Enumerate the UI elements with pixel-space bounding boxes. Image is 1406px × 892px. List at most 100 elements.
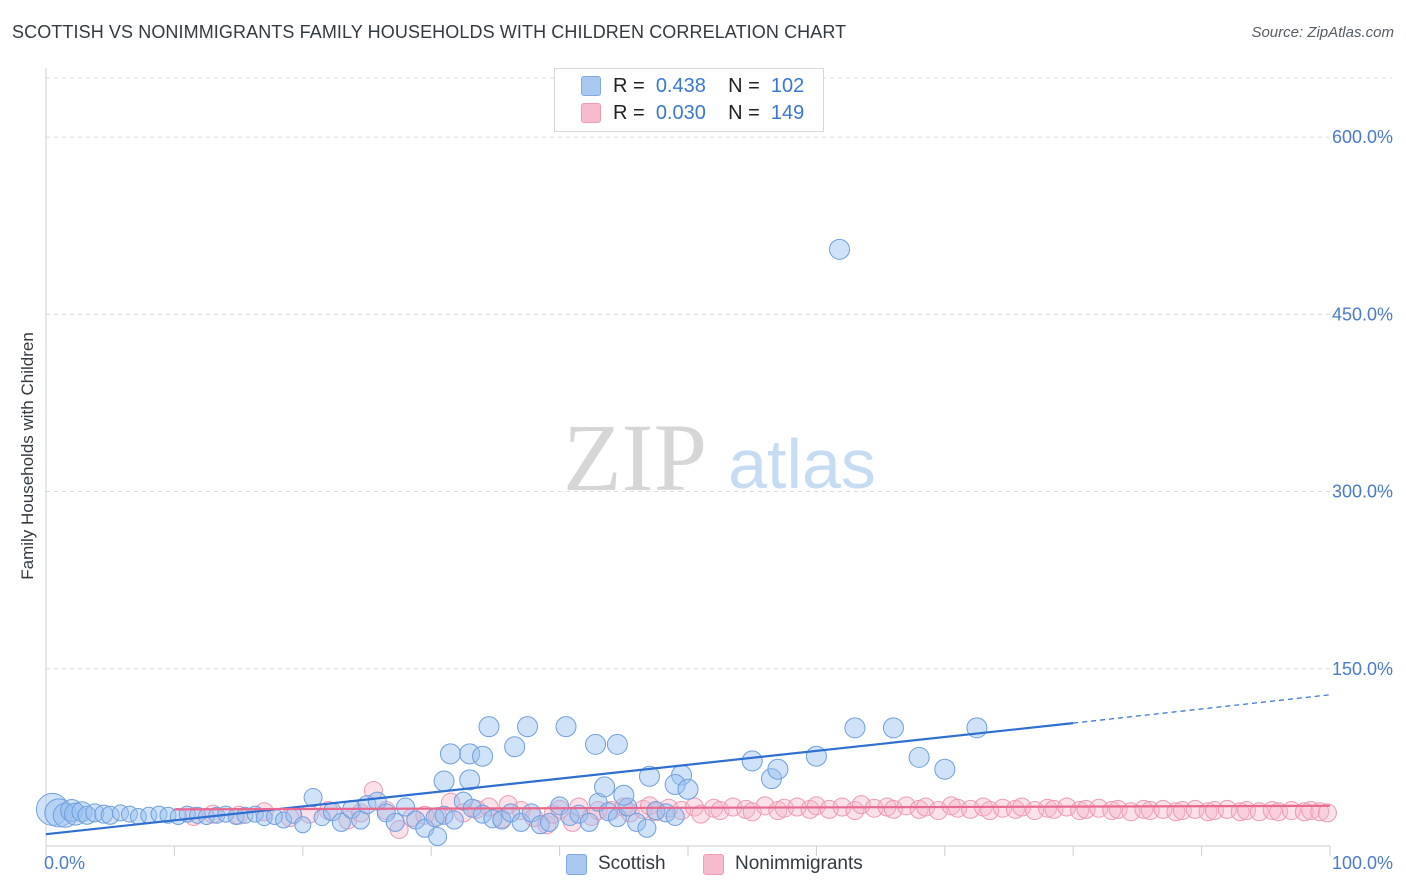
stats-row-nonimmigrants: R = 0.030 N = 149 [555, 100, 823, 127]
n-value: 149 [770, 102, 805, 124]
scottish-point [472, 745, 494, 767]
scottish-trend-line [45, 722, 1074, 836]
nonimmigrants-point [896, 796, 916, 816]
scottish-point [606, 733, 628, 755]
stats-text: R = 0.438 N = 102 [613, 75, 804, 98]
scottish-point [829, 238, 851, 260]
scottish-points [35, 238, 988, 847]
chart-title: SCOTTISH VS NONIMMIGRANTS FAMILY HOUSEHO… [12, 22, 847, 42]
nonimmigrants-point [537, 815, 557, 835]
nonimmigrants-point [1134, 799, 1154, 819]
nonimmigrants-point [755, 796, 775, 816]
scottish-point [555, 716, 577, 738]
scottish-point [908, 746, 930, 768]
nonimmigrants-swatch [581, 103, 601, 123]
scottish-point [585, 733, 607, 755]
r-value: 0.030 [655, 102, 706, 124]
r-label: R = [613, 75, 645, 97]
scottish-point [439, 743, 461, 765]
scottish-swatch [581, 76, 601, 96]
nonimmigrants-point [1317, 803, 1337, 823]
y-tick-label: 300.0% [1332, 482, 1393, 502]
scottish-point [741, 750, 763, 772]
scottish-point [637, 818, 657, 838]
nonimmigrants-point [691, 804, 711, 824]
scottish-point [100, 805, 120, 825]
nonimmigrants-point [1230, 802, 1250, 822]
scottish-point [613, 784, 635, 806]
nonimmigrants-trend-line [174, 804, 1331, 811]
scottish-point [473, 804, 493, 824]
x-tick-label: 0.0% [44, 853, 85, 873]
scottish-point [433, 770, 455, 792]
scottish-point [517, 716, 538, 738]
scottish-trend-extension [1073, 694, 1331, 724]
scottish-point [77, 805, 97, 825]
nonimmigrants-point [1038, 798, 1058, 818]
stats-row-scottish: R = 0.438 N = 102 [555, 73, 823, 100]
axis-tick-labels: 150.0% 300.0% 450.0% 600.0% 0.0% 100.0% [44, 127, 1393, 873]
scottish-point [294, 816, 312, 834]
watermark-atlas: atlas [728, 425, 876, 503]
n-value: 102 [770, 75, 805, 97]
nonimmigrants-swatch [703, 854, 724, 875]
scottish-point [275, 811, 293, 829]
y-tick-label: 150.0% [1332, 659, 1393, 679]
nonimmigrants-point [1310, 802, 1330, 822]
scottish-point [478, 716, 500, 738]
scottish-point [444, 810, 464, 830]
n-label: N = [728, 75, 760, 97]
scottish-point [569, 804, 589, 824]
stats-box: R = 0.438 N = 102 R = 0.030 N = 149 [554, 68, 824, 132]
nonimmigrants-point [710, 801, 730, 821]
scottish-point [588, 792, 608, 812]
nonimmigrants-point [479, 797, 499, 817]
scottish-point [882, 717, 904, 739]
n-label: N = [728, 102, 760, 124]
nonimmigrants-point [883, 799, 903, 819]
scottish-point [111, 804, 129, 822]
scottish-point [664, 774, 686, 796]
nonimmigrants-point [800, 799, 820, 819]
legend-label: Scottish [598, 853, 666, 874]
scottish-point [396, 797, 416, 817]
scottish-point [844, 717, 866, 739]
scottish-point [459, 769, 481, 791]
nonimmigrants-point [806, 796, 826, 816]
source-credit: Source: ZipAtlas.com [1251, 24, 1394, 41]
scottish-point [934, 758, 956, 780]
scottish-point [579, 812, 599, 832]
scottish-point [428, 827, 448, 847]
scottish-point [511, 812, 531, 832]
scottish-point [638, 765, 660, 787]
chart-legend: Scottish Nonimmigrants [0, 852, 1406, 880]
scottish-point [767, 758, 789, 780]
stats-text: R = 0.030 N = 149 [613, 102, 804, 125]
scottish-swatch [566, 854, 587, 875]
nonimmigrants-point [851, 795, 871, 815]
scottish-point [504, 736, 526, 758]
scottish-point [677, 778, 699, 800]
scottish-point [459, 743, 481, 765]
r-value: 0.438 [655, 75, 706, 97]
scottish-point [385, 812, 405, 832]
scottish-point [594, 776, 616, 798]
scottish-point [550, 796, 570, 816]
watermark-zip: ZIP [563, 404, 707, 511]
y-tick-label: 600.0% [1332, 127, 1393, 147]
scottish-point [539, 812, 559, 832]
scottish-point [331, 812, 351, 832]
watermark: ZIP atlas [563, 404, 876, 511]
x-tick-label: 100.0% [1332, 853, 1393, 873]
trend-lines [45, 694, 1331, 836]
scottish-point [665, 806, 685, 826]
y-tick-label: 450.0% [1332, 304, 1393, 324]
r-label: R = [613, 102, 645, 124]
scottish-point [434, 805, 454, 825]
legend-label: Nonimmigrants [735, 853, 863, 874]
scottish-point [303, 788, 323, 808]
grid-layer [45, 68, 1392, 856]
nonimmigrants-point [1294, 802, 1314, 822]
scottish-point [627, 812, 647, 832]
